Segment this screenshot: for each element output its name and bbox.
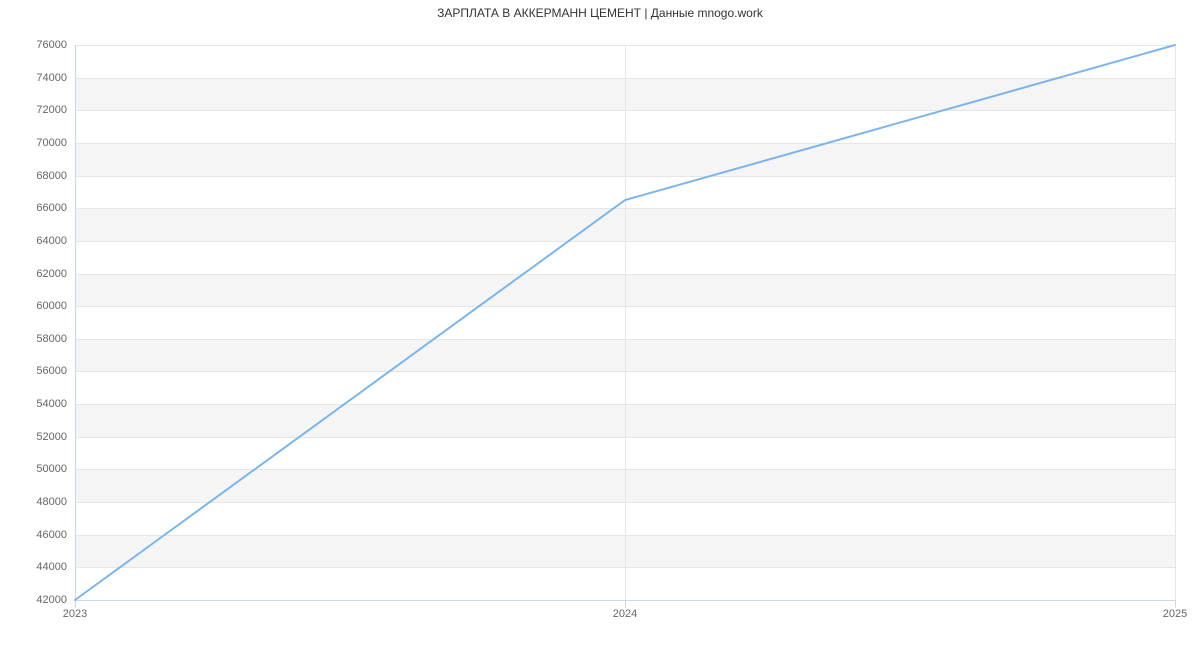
x-axis-line: [75, 600, 1175, 601]
y-tick-label: 70000: [36, 137, 67, 149]
y-tick-label: 58000: [36, 333, 67, 345]
x-tick-mark: [75, 600, 76, 608]
y-tick-label: 62000: [36, 268, 67, 280]
y-tick-label: 48000: [36, 496, 67, 508]
chart-container: ЗАРПЛАТА В АККЕРМАНН ЦЕМЕНТ | Данные mno…: [0, 0, 1200, 650]
x-tick-label: 2023: [63, 608, 87, 620]
y-tick-label: 74000: [36, 72, 67, 84]
y-tick-label: 68000: [36, 170, 67, 182]
y-tick-label: 54000: [36, 398, 67, 410]
x-tick-label: 2025: [1163, 608, 1187, 620]
series-layer: [75, 45, 1175, 600]
y-tick-label: 56000: [36, 365, 67, 377]
x-tick-mark: [625, 600, 626, 608]
y-tick-label: 60000: [36, 300, 67, 312]
y-tick-label: 52000: [36, 431, 67, 443]
plot-area: 4200044000460004800050000520005400056000…: [75, 45, 1175, 600]
y-tick-label: 46000: [36, 529, 67, 541]
y-tick-label: 44000: [36, 561, 67, 573]
x-tick-label: 2024: [613, 608, 637, 620]
chart-title: ЗАРПЛАТА В АККЕРМАНН ЦЕМЕНТ | Данные mno…: [0, 6, 1200, 20]
y-tick-label: 64000: [36, 235, 67, 247]
y-tick-label: 66000: [36, 202, 67, 214]
y-tick-label: 76000: [36, 39, 67, 51]
series-line: [75, 45, 1175, 600]
gridline-vertical: [1175, 45, 1176, 600]
y-tick-label: 50000: [36, 463, 67, 475]
y-tick-label: 42000: [36, 594, 67, 606]
x-tick-mark: [1175, 600, 1176, 608]
y-tick-label: 72000: [36, 104, 67, 116]
